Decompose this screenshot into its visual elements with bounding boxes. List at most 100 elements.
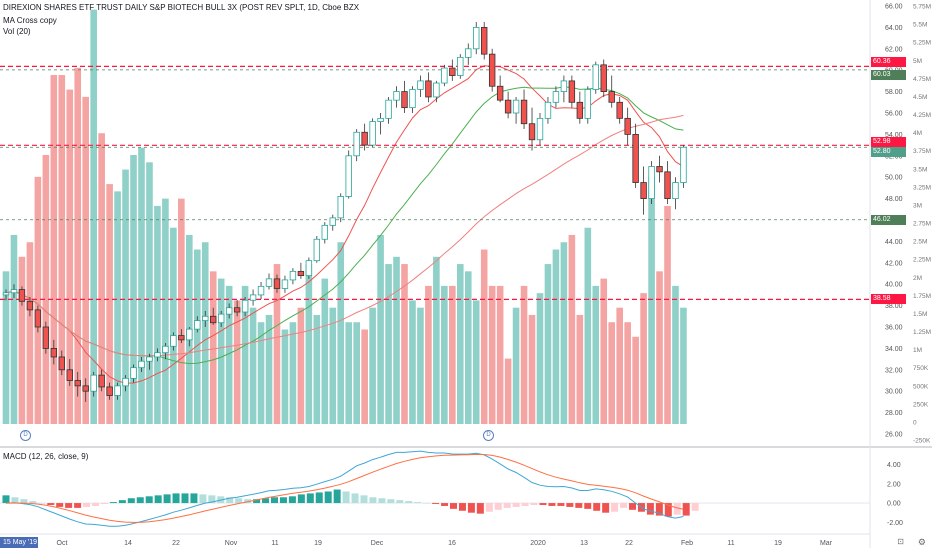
macd-histogram-bar [342,491,350,504]
volume-bar [281,329,289,424]
volume-indicator-label[interactable]: Vol (20) [3,27,31,36]
dividend-marker[interactable]: D [483,430,494,441]
candle-body [130,367,137,379]
time-tick-label: 11 [727,540,734,547]
volume-bar [504,358,512,424]
volume-bar [385,264,392,424]
macd-histogram-bar [682,503,690,516]
macd-histogram-bar [315,492,323,504]
volume-bar [114,191,121,424]
macd-histogram-bar [655,503,663,516]
volume-bar [345,322,353,424]
candle-body [114,385,121,396]
ma-indicator-label[interactable]: MA Cross copy [3,16,57,25]
macd-histogram-bar [503,503,511,508]
macd-histogram-bar [467,503,475,513]
candle-body [560,80,568,93]
macd-histogram-bar [548,503,556,506]
candle-body [568,80,576,103]
macd-histogram-bar [163,494,171,504]
price-tag: 60.36 [871,57,906,68]
macd-histogram-bar [288,496,296,504]
volume-bar [209,271,217,424]
price-tag: 52.80 [871,147,906,158]
time-tick-label: 22 [625,540,633,547]
volume-bar [193,249,201,424]
candle-body [241,299,249,313]
gear-icon[interactable]: ⚙ [917,537,926,547]
volume-bar [122,169,129,424]
volume-tick-label: 5.5M [913,22,927,29]
volume-bar [162,198,169,424]
volume-bar [217,278,225,424]
candle-body [138,360,145,369]
dividend-marker[interactable]: D [20,430,31,441]
price-tick-label: 26.00 [885,432,903,439]
time-tick-label: 2020 [530,540,546,547]
candle-body [385,99,392,119]
macd-histogram-bar [83,503,91,507]
time-tick-label: Mar [820,540,833,547]
volume-bar [624,322,631,424]
candle-body [82,385,89,392]
macd-indicator-label[interactable]: MACD (12, 26, close, 9) [3,452,89,461]
volume-bar [58,75,66,425]
candle-body [154,352,161,358]
candle-body [552,91,560,103]
volume-tick-label: 500K [913,383,929,390]
volume-bar [257,322,265,424]
volume-bar [664,205,671,424]
candle-body [648,166,655,199]
time-tick-label: Dec [371,540,384,547]
symbol-title[interactable]: DIREXION SHARES ETF TRUST DAILY S&P BIOT… [3,3,360,12]
macd-histogram-bar [136,497,144,504]
volume-bar [146,162,153,424]
log-scale-icon[interactable]: ⊡ [897,537,904,546]
volume-bar [616,307,623,424]
price-tick-label: 36.00 [885,325,903,332]
volume-bar [26,242,34,424]
volume-bar [50,75,58,425]
macd-histogram-bar [539,503,547,505]
macd-histogram-bar [521,503,529,506]
volume-bar [441,285,448,424]
volume-bar [576,314,584,424]
macd-histogram-bar [369,497,377,504]
macd-histogram-bar [593,503,601,511]
volume-bar [90,9,97,424]
macd-histogram-bar [611,503,619,512]
time-tick-label: 13 [580,540,588,547]
macd-histogram-bar [387,499,395,504]
macd-histogram-bar [127,498,135,504]
macd-histogram-bar [100,503,108,505]
candle-body [202,315,209,321]
volume-bar [544,264,552,424]
price-tick-label: 30.00 [885,389,903,396]
time-tick-label: Nov [225,540,238,547]
volume-tick-label: 3.5M [913,166,927,173]
macd-histogram-bar [109,502,117,504]
volume-tick-label: 1.25M [913,329,931,336]
time-tick-label: Feb [681,540,693,547]
volume-bar [409,300,416,424]
macd-histogram-bar [2,495,10,504]
volume-bar [42,155,50,424]
macd-histogram-bar [38,503,46,504]
candle-body [353,131,360,157]
candle-body [225,307,233,315]
macd-histogram-bar [512,503,520,507]
volume-bar [632,336,639,424]
volume-bar [592,285,600,424]
candle-body [584,89,592,119]
candle-body [217,313,225,324]
macd-histogram-bar [378,498,386,504]
macd-histogram-bar [208,495,216,504]
candle-body [265,278,273,287]
macd-histogram-bar [118,500,126,504]
volume-bar [377,234,384,424]
macd-histogram-bar [271,497,278,504]
volume-bar [265,314,273,424]
macd-histogram-bar [664,503,672,517]
